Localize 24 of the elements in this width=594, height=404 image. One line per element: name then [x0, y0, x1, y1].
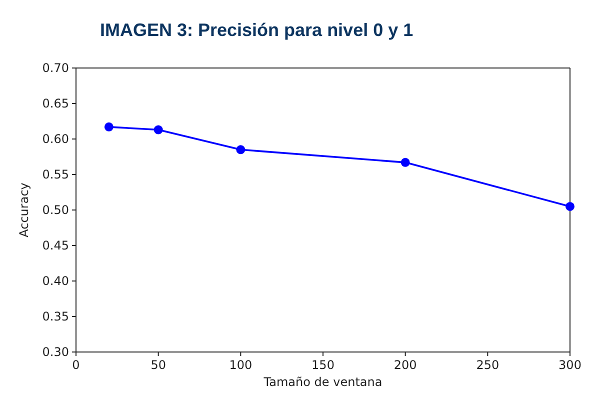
y-tick-label: 0.65 [42, 96, 69, 111]
y-tick-label: 0.55 [42, 168, 69, 182]
x-tick-label: 50 [150, 358, 166, 372]
y-tick-label: 0.35 [42, 310, 69, 324]
chart-title: IMAGEN 3: Precisión para nivel 0 y 1 [100, 20, 414, 40]
y-tick-label: 0.45 [42, 238, 69, 253]
y-tick-label: 0.50 [42, 203, 69, 218]
point [236, 145, 246, 154]
y-tick-label: 0.30 [42, 345, 69, 360]
x-tick-label: 0 [72, 358, 80, 372]
point [154, 125, 163, 134]
point [400, 158, 410, 167]
y-tick-label: 0.40 [42, 274, 69, 288]
x-tick-label: 200 [394, 358, 417, 372]
y-tick-label: 0.70 [42, 61, 69, 76]
x-axis-title: Tamaño de ventana [262, 375, 382, 389]
point [566, 202, 574, 211]
x-tick-label: 100 [229, 358, 252, 372]
point [104, 122, 114, 132]
x-tick-label: 250 [476, 358, 500, 372]
x-tick-label: 300 [558, 358, 582, 372]
y-tick-label: 0.60 [42, 132, 69, 146]
y-axis-title: Accuracy [17, 182, 31, 238]
x-tick-label: 150 [312, 358, 334, 372]
